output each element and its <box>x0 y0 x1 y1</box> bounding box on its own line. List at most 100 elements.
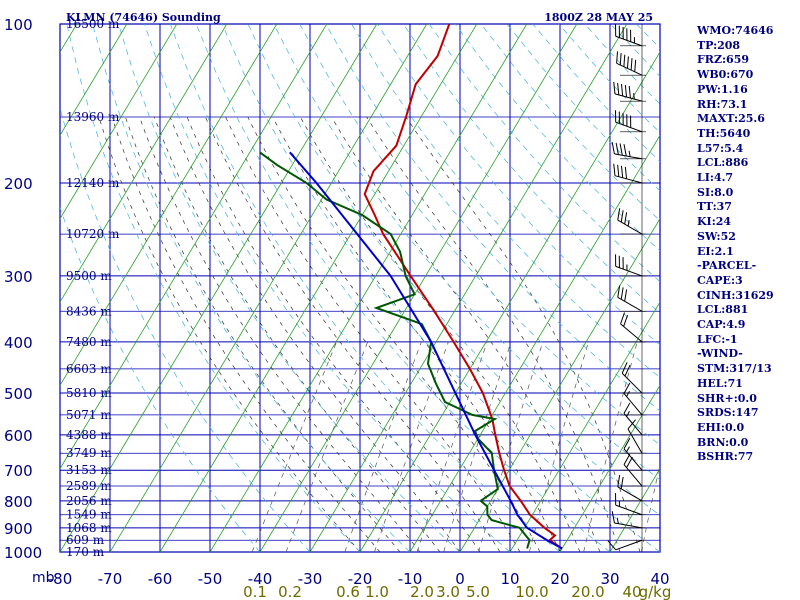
mixing-ratio-label: 40 <box>622 583 641 600</box>
temperature-tick-label: 10 <box>500 570 519 588</box>
wind-barb-shaft <box>614 93 643 102</box>
wind-barb-feather <box>621 362 628 374</box>
height-label: 10720 m <box>66 227 120 241</box>
wind-barb <box>615 24 646 47</box>
wind-barb-feather <box>617 285 621 298</box>
sounding-series <box>259 24 563 550</box>
isotherm-line <box>60 24 278 387</box>
dry-adiabat-line <box>92 24 411 552</box>
sounding-index-item: LCL:886 <box>697 156 749 170</box>
sounding-index-item: EHI:0.0 <box>697 420 745 434</box>
parcel-trace <box>289 151 563 550</box>
wind-barb-shaft <box>621 372 643 394</box>
wind-barb <box>620 438 646 471</box>
pressure-tick-label: 500 <box>4 385 33 403</box>
dry-adiabat-line <box>60 206 261 552</box>
sounding-index-item: MAXT:25.6 <box>697 112 765 126</box>
dry-adiabat-line <box>118 24 461 552</box>
sounding-index-item: L57:5.4 <box>697 141 744 155</box>
wind-barb-shaft <box>614 522 643 529</box>
sounding-index-item: CINH:31629 <box>697 288 774 302</box>
dry-adiabat-line <box>60 106 311 552</box>
height-label: 13960 m <box>66 110 120 124</box>
temperature-tick-label: -30 <box>298 570 323 588</box>
wind-barb <box>611 511 646 529</box>
pressure-tick-label: 300 <box>4 268 33 286</box>
moist-adiabat-line <box>299 116 581 552</box>
dry-adiabat-line <box>221 24 660 552</box>
mixing-ratio-label: 10.0 <box>515 583 548 600</box>
mixing-ratio-label: 0.6 <box>336 583 360 600</box>
mixing-ratio-label: 3.0 <box>436 583 460 600</box>
wind-barb-feather <box>623 54 626 67</box>
sounding-index-item: CAP:4.9 <box>697 318 746 332</box>
isotherm-line <box>409 134 660 552</box>
sounding-index-item: LFC:-1 <box>697 332 738 346</box>
isotherm-line <box>60 24 178 220</box>
mixing-ratio-label: 5.0 <box>466 583 490 600</box>
wind-barb-feather <box>623 314 629 327</box>
sounding-index-item: WMO:74646 <box>697 24 774 37</box>
wind-barb-shaft <box>623 393 643 416</box>
mixing-ratio-line <box>251 341 337 552</box>
temperature-tick-label: -10 <box>398 570 423 588</box>
wind-barb <box>615 110 646 133</box>
dry-adiabat-line <box>403 24 660 314</box>
moist-adiabat-line <box>331 116 601 552</box>
height-label: 12140 m <box>66 176 120 190</box>
mixing-ratio-label: 20.0 <box>571 583 604 600</box>
height-label: 8436 m <box>66 304 112 318</box>
wind-barb-feather <box>617 208 621 221</box>
dry-adiabat-line <box>169 24 561 552</box>
wind-barb-feather <box>617 82 620 95</box>
wind-barb-feather <box>633 93 635 100</box>
wind-barb <box>617 208 646 235</box>
mixing-ratio-line <box>285 341 369 552</box>
sounding-index-item: RH:73.1 <box>697 97 748 111</box>
height-label: 609 m <box>66 533 105 547</box>
isotherm-line <box>60 24 128 137</box>
sounding-index-item: BSHR:77 <box>697 450 754 464</box>
dry-adiabat-line <box>144 24 511 552</box>
sounding-index-item: CAPE:3 <box>697 273 743 287</box>
isotherm-line <box>559 384 660 552</box>
wind-barb-feather <box>627 220 630 227</box>
wind-barb-feather <box>624 364 631 377</box>
height-label: 5810 m <box>66 386 112 400</box>
height-label: 6603 m <box>66 362 112 376</box>
mixing-ratio-label: 1.0 <box>365 583 389 600</box>
sounding-index-item: FRZ:659 <box>697 53 750 67</box>
pressure-tick-label: 600 <box>4 427 33 445</box>
wind-barb-feather <box>626 446 630 453</box>
sounding-index-item: TH:5640 <box>697 126 751 140</box>
moist-adiabat-line <box>205 116 501 552</box>
temperature-tick-label: -20 <box>348 570 373 588</box>
wind-barb-shaft <box>615 539 643 551</box>
pressure-tick-label: 800 <box>4 493 33 511</box>
wind-barb-feather <box>627 56 629 69</box>
isotherm-line <box>509 301 660 552</box>
wind-barb-shaft <box>623 464 643 487</box>
dry-adiabat-line <box>195 24 611 552</box>
height-label: 7480 m <box>66 335 112 349</box>
height-label: 5071 m <box>66 408 112 422</box>
wind-barb-shaft <box>623 413 643 436</box>
sounding-index-item: EI:2.1 <box>697 244 734 258</box>
wind-barb-feather <box>626 456 633 468</box>
height-label: 1549 m <box>66 508 112 522</box>
temperature-tick-label: 30 <box>600 570 619 588</box>
wind-barb-feather <box>624 166 628 179</box>
sounding-index-item: BRN:0.0 <box>697 435 749 449</box>
mixing-ratio-line <box>528 341 589 552</box>
mixing-ratio-label: 0.1 <box>243 583 267 600</box>
wind-barb <box>607 539 646 551</box>
wind-barb-shaft <box>617 296 643 312</box>
wind-barb-feather <box>624 212 628 225</box>
wind-barbs <box>607 24 646 552</box>
wind-barb-shaft <box>623 448 643 471</box>
moist-adiabat-line <box>225 116 521 552</box>
wind-barb-shaft <box>615 265 643 277</box>
wind-barb-feather <box>620 83 624 97</box>
wind-barb-feather <box>619 143 623 156</box>
